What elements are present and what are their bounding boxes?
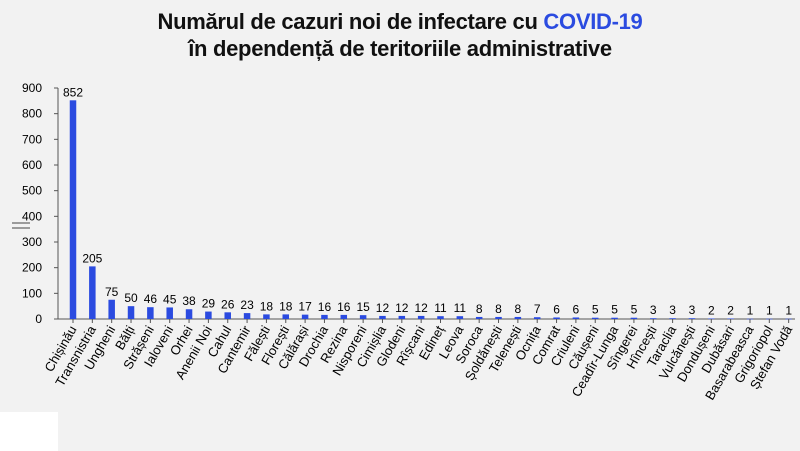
data-label: 12 [376, 301, 390, 315]
corner-patch [0, 412, 58, 451]
data-label: 6 [573, 302, 580, 316]
data-label: 7 [534, 302, 541, 316]
data-label: 8 [495, 302, 502, 316]
bar [437, 316, 444, 319]
bar [340, 314, 348, 319]
data-label: 38 [182, 294, 196, 308]
data-label: 3 [669, 303, 676, 317]
data-label: 1 [785, 304, 792, 318]
bar [727, 318, 734, 320]
bar [359, 315, 367, 319]
bar [243, 313, 251, 319]
bar [263, 314, 270, 319]
bar [591, 317, 599, 319]
title-prefix: Numărul de cazuri noi de infectare cu [157, 9, 538, 34]
data-label: 18 [260, 299, 274, 313]
y-tick-label: 900 [22, 81, 42, 95]
title-line-2: în dependență de teritoriile administrat… [188, 36, 612, 61]
data-label: 17 [298, 300, 312, 314]
data-label: 11 [454, 301, 467, 315]
data-label: 2 [708, 303, 715, 317]
bar [630, 317, 638, 319]
data-label: 1 [766, 304, 773, 318]
data-label: 3 [689, 303, 696, 317]
bar [89, 266, 96, 319]
data-label: 2 [727, 303, 734, 317]
bar [379, 315, 386, 319]
y-tick-label: 600 [22, 158, 42, 172]
bar [611, 317, 618, 319]
bar [495, 316, 502, 319]
y-tick-label: 700 [22, 132, 42, 146]
y-tick-label: 300 [22, 235, 42, 249]
data-label: 50 [124, 291, 138, 305]
bar [688, 318, 696, 319]
bar [127, 306, 135, 319]
y-tick-label: 400 [22, 209, 42, 223]
data-label: 8 [476, 302, 483, 316]
title-accent: COVID-19 [543, 9, 643, 34]
chart-title: Numărul de cazuri noi de infectare cu CO… [0, 8, 800, 62]
data-label: 11 [434, 301, 447, 315]
title-line-1: Numărul de cazuri noi de infectare cu CO… [0, 8, 800, 35]
bar [572, 317, 580, 319]
data-label: 1 [747, 304, 754, 318]
bar [708, 318, 715, 320]
data-label: 205 [82, 251, 102, 265]
data-label: 5 [592, 303, 599, 317]
data-label: 6 [553, 302, 560, 316]
y-tick-label: 100 [22, 286, 42, 300]
data-label: 46 [144, 292, 158, 306]
data-label: 18 [279, 299, 293, 313]
data-label: 12 [395, 301, 409, 315]
data-label: 8 [515, 302, 522, 316]
data-label: 15 [356, 300, 370, 314]
data-label: 45 [163, 292, 177, 306]
data-label: 75 [105, 285, 119, 299]
bar [185, 309, 193, 319]
bar [166, 307, 173, 319]
y-tick-label: 500 [22, 184, 42, 198]
data-label: 3 [650, 303, 657, 317]
bar [650, 318, 657, 319]
data-label: 12 [414, 301, 428, 315]
data-label: 5 [611, 303, 618, 317]
bar [417, 315, 425, 319]
data-label: 26 [221, 297, 235, 311]
y-tick-label: 0 [35, 312, 42, 326]
bar [514, 316, 522, 319]
bar [456, 316, 464, 319]
bar [224, 312, 231, 319]
bar [669, 318, 676, 319]
bar [398, 315, 406, 319]
bar [301, 314, 309, 319]
data-label: 5 [631, 303, 638, 317]
data-label: 16 [318, 300, 332, 314]
bar [553, 317, 560, 319]
y-tick-label: 200 [22, 261, 42, 275]
bar [108, 299, 115, 319]
bar [147, 307, 154, 319]
y-tick-label: 800 [22, 107, 42, 121]
bar [321, 314, 328, 319]
bar [282, 314, 290, 319]
data-label: 29 [202, 297, 216, 311]
bar [69, 100, 77, 319]
data-label: 16 [337, 300, 351, 314]
data-label: 852 [63, 85, 83, 99]
bar [205, 311, 212, 319]
bar [533, 317, 541, 319]
data-label: 23 [240, 298, 254, 312]
bar [475, 316, 483, 319]
